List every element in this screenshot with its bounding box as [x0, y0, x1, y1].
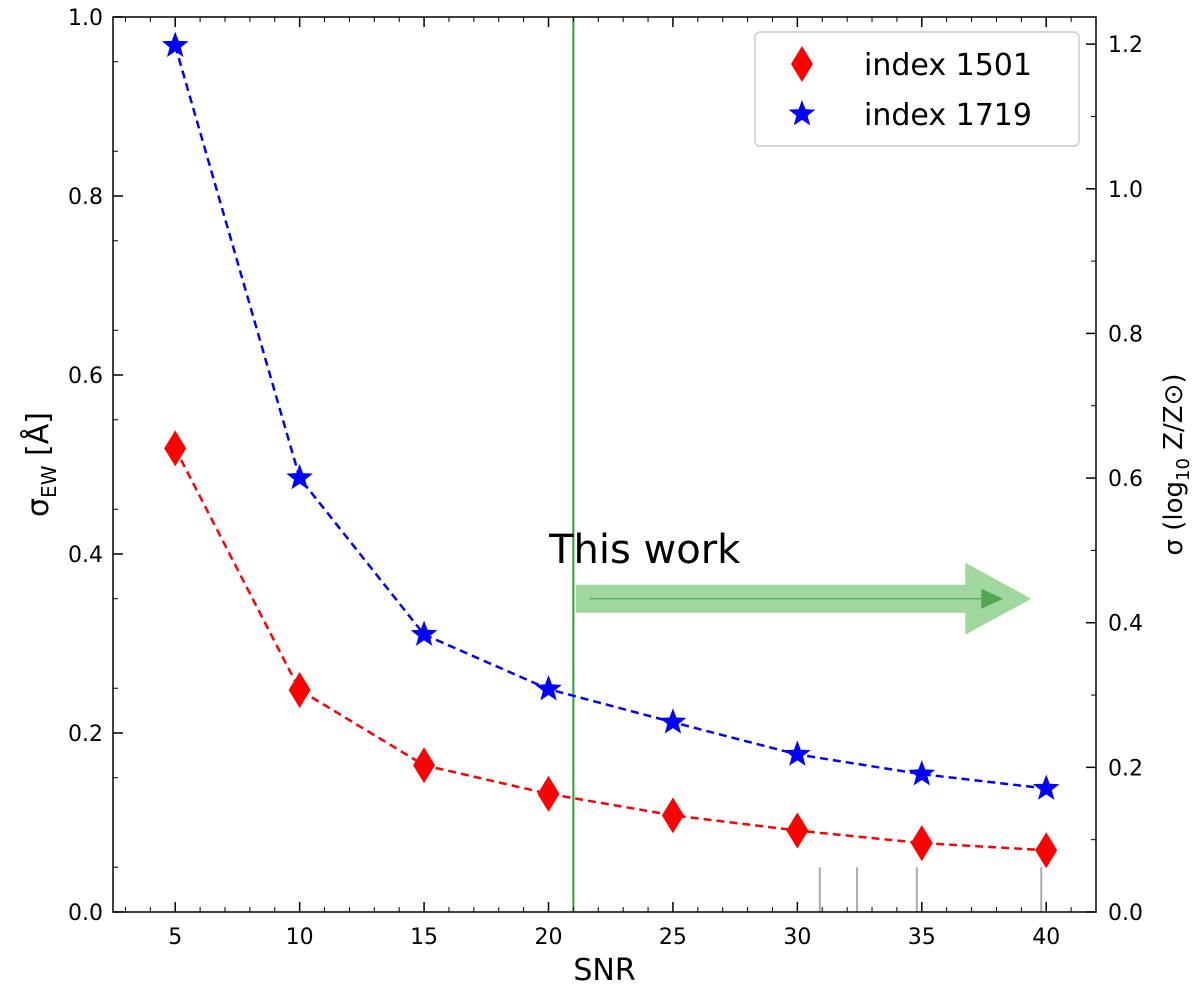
- diamond-marker: [413, 747, 436, 784]
- diamond-marker: [786, 812, 809, 849]
- legend-label: index 1501: [864, 48, 1032, 83]
- series-line: [174, 45, 1047, 790]
- star-marker: [908, 760, 936, 786]
- diamond-marker: [164, 430, 187, 467]
- x-axis-title: SNR: [573, 953, 635, 988]
- axes-frame: [112, 16, 1097, 913]
- y-tick-label: 0.2: [68, 722, 103, 747]
- diamond-marker: [910, 825, 933, 862]
- legend: index 1501 index 1719: [754, 31, 1080, 147]
- star-marker: [286, 463, 313, 490]
- star-marker: [410, 620, 438, 646]
- x-tick-label: 35: [908, 925, 936, 950]
- star-marker: [161, 31, 189, 57]
- y-tick-label: 0.8: [68, 185, 103, 210]
- x-tick-label: 15: [410, 925, 438, 950]
- y-right-tick-label: 1.2: [1108, 33, 1143, 58]
- annotation-text: This work: [548, 527, 741, 573]
- star-marker: [535, 675, 562, 701]
- y-axis-title: σEW [Å]: [20, 412, 61, 517]
- y-right-tick-label: 1.0: [1108, 178, 1143, 203]
- y-right-tick-label: 0.0: [1108, 901, 1143, 926]
- y-tick-label: 0.0: [68, 901, 103, 926]
- x-tick-label: 25: [659, 925, 687, 950]
- y-right-tick-label: 0.4: [1108, 612, 1143, 637]
- x-tick-label: 10: [286, 925, 314, 950]
- y-tick-label: 0.4: [68, 543, 103, 568]
- arrow-inner-head: [981, 588, 1004, 609]
- series-line: [174, 447, 1047, 852]
- legend-label: index 1719: [864, 98, 1032, 133]
- diamond-marker: [661, 797, 684, 834]
- star-marker: [659, 708, 687, 734]
- diamond-marker: [1035, 832, 1058, 869]
- y-tick-label: 0.6: [68, 364, 103, 389]
- y-right-axis-title: σ (log10 Z/Z⊙): [1159, 373, 1194, 555]
- y-right-tick-label: 0.6: [1108, 467, 1143, 492]
- x-tick-label: 40: [1032, 925, 1060, 950]
- y-tick-label: 1.0: [68, 6, 103, 31]
- legend-star-marker: [788, 100, 816, 126]
- x-tick-label: 30: [783, 925, 811, 950]
- y-right-tick-label: 0.2: [1108, 756, 1143, 781]
- diamond-marker: [537, 775, 560, 812]
- y-right-tick-label: 0.8: [1108, 322, 1143, 347]
- x-tick-label: 5: [168, 925, 182, 950]
- diamond-marker: [288, 672, 311, 709]
- x-tick-label: 20: [535, 925, 563, 950]
- legend-box: [754, 31, 1080, 147]
- star-marker: [784, 740, 811, 766]
- legend-diamond-marker: [791, 46, 813, 82]
- star-marker: [1032, 774, 1060, 800]
- plot-area: This work 5 10 15 20 25 30 35 40 0.0 0.2 0.4 0.6 0.8 1…: [20, 6, 1194, 988]
